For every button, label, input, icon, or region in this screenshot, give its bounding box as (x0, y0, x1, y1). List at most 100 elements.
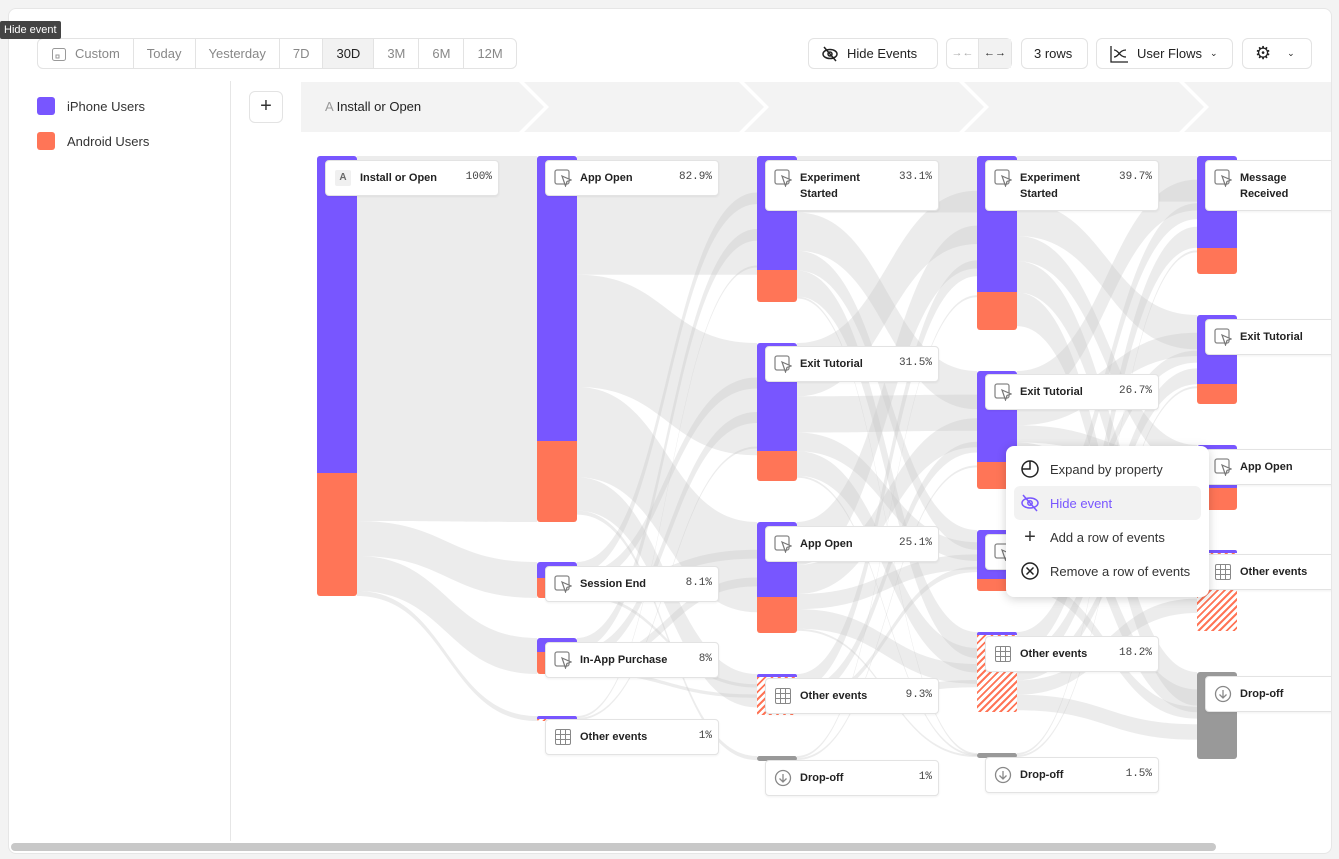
date-12m[interactable]: 12M (477, 46, 503, 61)
context-menu: Expand by property Hide event + Add a row… (1006, 446, 1209, 597)
flow-link (797, 260, 977, 690)
flow-link (797, 394, 977, 433)
menu-expand-by-property[interactable]: Expand by property (1014, 452, 1201, 486)
node-percent: 18.2% (1118, 647, 1152, 659)
node-card[interactable]: Session End 8.1% (545, 566, 719, 602)
android-segment (317, 472, 357, 596)
flow-link (577, 386, 757, 613)
flow-link (357, 556, 537, 674)
menu-hide-event[interactable]: Hide event (1014, 486, 1201, 520)
android-swatch (37, 132, 55, 150)
flow-link (797, 475, 977, 756)
date-30d[interactable]: 30D (323, 39, 375, 68)
node-label: Other events (1240, 566, 1308, 578)
legend-item-android[interactable]: Android Users (37, 132, 149, 150)
view-selector[interactable]: User Flows ⌄ (1096, 38, 1233, 69)
step-header (301, 82, 1331, 132)
date-range-selector: Custom Today Yesterday 7D 30D 3M 6M 12M (37, 38, 517, 69)
date-7d[interactable]: 7D (280, 39, 324, 68)
plus-icon: + (1024, 525, 1036, 548)
node-card[interactable]: Other events (1205, 554, 1331, 590)
node-percent: 1% (918, 771, 932, 783)
node-bar[interactable] (757, 756, 797, 761)
node-card[interactable]: Exit Tutorial (1205, 319, 1331, 355)
flow-link (797, 250, 977, 550)
hide-events-button[interactable]: Hide Events (808, 38, 938, 69)
flow-link (1017, 179, 1197, 402)
flow-link (577, 412, 757, 661)
flow-link (1017, 236, 1197, 471)
eye-off-icon (1021, 494, 1039, 512)
node-card[interactable]: Exit Tutorial 31.5% (765, 346, 939, 382)
node-percent: 82.9% (678, 171, 712, 183)
node-percent: 1% (698, 730, 712, 742)
node-card[interactable]: Experiment Started 39.7% (985, 160, 1159, 211)
cursor-icon (554, 575, 572, 593)
iphone-segment (317, 156, 357, 473)
date-3m[interactable]: 3M (374, 39, 420, 68)
node-card[interactable]: Drop-off 1% (765, 760, 939, 796)
node-label: Experiment Started (800, 172, 860, 200)
node-label: Session End (580, 578, 647, 590)
flow-link (577, 593, 757, 688)
grid-icon (994, 645, 1012, 663)
node-bar[interactable] (317, 156, 357, 596)
flow-link (1017, 201, 1197, 350)
node-card[interactable]: Drop-off 1.5% (985, 757, 1159, 793)
menu-add-row[interactable]: + Add a row of events (1014, 520, 1201, 554)
node-card[interactable]: Other events 1% (545, 719, 719, 755)
flows-icon (1110, 45, 1128, 63)
date-today[interactable]: Today (134, 39, 196, 68)
step-header-label: A Install or Open (325, 99, 422, 114)
node-bar[interactable] (537, 716, 577, 721)
node-card[interactable]: A Install or Open 100% (325, 160, 499, 196)
rows-button[interactable]: 3 rows (1021, 38, 1088, 69)
node-percent: 25.1% (898, 537, 932, 549)
node-card[interactable]: Experiment Started 33.1% (765, 160, 939, 211)
flow-link (577, 192, 757, 574)
node-bar[interactable] (977, 753, 1017, 758)
date-yesterday[interactable]: Yesterday (196, 39, 280, 68)
node-card[interactable]: Drop-off (1205, 676, 1331, 712)
date-custom[interactable]: Custom (38, 39, 134, 68)
android-segment (757, 597, 797, 633)
chevron-down-icon: ⌄ (1210, 48, 1218, 58)
node-percent: 8% (698, 653, 712, 665)
date-6m[interactable]: 6M (419, 39, 465, 68)
node-percent: 26.7% (1118, 385, 1152, 397)
expand-button[interactable]: ←→ (979, 39, 1011, 68)
menu-remove-row[interactable]: Remove a row of events (1014, 554, 1201, 588)
node-card[interactable]: App Open 82.9% (545, 160, 719, 196)
collapse-expand-toggle: →← ←→ (946, 38, 1012, 69)
flow-link (797, 609, 977, 684)
flow-link (577, 274, 757, 456)
node-label: Exit Tutorial (1020, 386, 1083, 398)
node-card[interactable]: Exit Tutorial 26.7% (985, 374, 1159, 410)
tooltip: Hide event (0, 21, 61, 39)
node-percent: 9.3% (905, 689, 932, 701)
node-card[interactable]: App Open (1205, 449, 1331, 485)
cursor-icon (774, 169, 792, 187)
add-step-button[interactable]: + (249, 91, 283, 123)
node-label: Other events (580, 731, 648, 743)
legend-item-iphone[interactable]: iPhone Users (37, 97, 145, 115)
flow-link (797, 465, 977, 760)
cursor-icon (774, 355, 792, 373)
node-label: Exit Tutorial (1240, 331, 1303, 343)
horizontal-scrollbar[interactable] (11, 843, 1216, 851)
flow-link (357, 591, 537, 721)
node-label: Other events (1020, 648, 1088, 660)
node-label: Drop-off (1020, 769, 1064, 781)
node-card[interactable]: Other events 18.2% (985, 636, 1159, 672)
settings-button[interactable]: ⚙ ⌄ (1242, 38, 1312, 69)
node-card[interactable]: Message Received (1205, 160, 1331, 211)
node-card[interactable]: Other events 9.3% (765, 678, 939, 714)
expand-icon (1021, 460, 1039, 478)
compress-button[interactable]: →← (947, 39, 979, 68)
android-segment (757, 269, 797, 302)
node-label: Other events (800, 690, 868, 702)
node-card[interactable]: In-App Purchase 8% (545, 642, 719, 678)
node-card[interactable]: App Open 25.1% (765, 526, 939, 562)
node-bar[interactable] (537, 156, 577, 522)
flow-link (797, 225, 977, 565)
